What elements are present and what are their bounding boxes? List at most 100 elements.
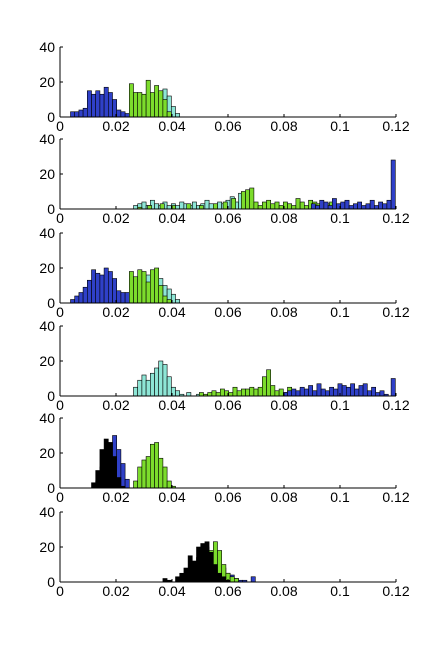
histogram-bar	[158, 90, 164, 118]
histogram-bar	[362, 383, 368, 397]
histogram-bar	[116, 109, 122, 118]
histogram-bar	[234, 578, 239, 583]
y-tick-label: 20	[39, 539, 55, 555]
histogram-bar	[250, 576, 256, 583]
histogram-bar	[82, 286, 88, 304]
histogram-bar	[295, 390, 301, 397]
histogram-bar	[319, 199, 325, 210]
histogram-bar	[141, 271, 147, 304]
histogram-bar	[303, 388, 309, 397]
series-dark-blue	[70, 86, 130, 118]
histogram-bar	[220, 388, 225, 397]
x-tick-label: 0.06	[214, 210, 241, 226]
histogram-bar	[333, 388, 339, 397]
histogram-bar	[87, 279, 92, 304]
histogram-bar	[175, 205, 180, 210]
histogram-bar	[207, 392, 213, 397]
histogram-bar	[78, 109, 84, 118]
histogram-bar	[116, 477, 122, 489]
x-tick-label: 0.06	[214, 118, 241, 134]
y-tick-label: 40	[39, 225, 55, 241]
histogram-bar	[108, 442, 113, 489]
histogram-bar	[316, 383, 322, 397]
x-tick-label: 0	[56, 583, 64, 599]
histogram-bar	[390, 159, 396, 210]
histogram-bar	[162, 578, 168, 583]
histogram-bar	[358, 385, 364, 397]
histogram-bar	[74, 111, 80, 118]
histogram-bar	[236, 390, 242, 397]
histogram-bar	[70, 111, 75, 118]
histogram-bar	[253, 388, 259, 397]
histogram-bar	[241, 388, 246, 397]
histogram-bar	[162, 364, 168, 397]
histogram-bar	[348, 205, 354, 210]
histogram-bar	[186, 203, 192, 210]
histogram-bar	[378, 201, 383, 210]
histogram-bar	[324, 390, 330, 397]
histogram-bar	[133, 92, 138, 118]
histogram-bar	[158, 285, 164, 304]
x-tick-label: 0.04	[158, 489, 185, 505]
histogram-bar	[95, 90, 101, 118]
histogram-bar	[199, 205, 204, 210]
x-tick-label: 0.02	[102, 304, 129, 320]
histogram-bar	[208, 551, 214, 583]
histogram-bar	[213, 203, 218, 210]
series-cyan	[133, 360, 201, 397]
histogram-bar	[91, 269, 96, 304]
histogram-bar	[261, 201, 267, 210]
x-tick-label: 0.06	[214, 583, 241, 599]
x-tick-label: 0.02	[102, 489, 129, 505]
histogram-bar	[108, 271, 113, 304]
histogram-bar	[344, 199, 350, 210]
histogram-bar	[154, 442, 159, 489]
histogram-bar	[108, 92, 113, 118]
histogram-bar	[120, 463, 126, 489]
series-green	[133, 442, 176, 489]
histogram-bar	[221, 576, 227, 583]
histogram-bar	[145, 456, 151, 489]
histogram-bar	[179, 572, 185, 583]
series-dark-blue	[310, 159, 396, 210]
histogram-bar	[99, 93, 105, 118]
histogram-bar	[103, 267, 109, 304]
x-tick-label: 0.06	[214, 304, 241, 320]
histogram-panel-1: 0 0.02 0.04 0.06 0.08 0.1 0.12 0 20 40	[39, 39, 409, 134]
x-tick-label: 0.08	[270, 118, 297, 134]
histogram-bar	[124, 292, 130, 304]
histogram-bar	[154, 367, 159, 397]
histogram-bar	[308, 385, 313, 397]
histogram-bar	[150, 443, 155, 489]
histogram-bar	[217, 201, 222, 210]
histogram-bar	[291, 388, 297, 397]
histogram-bar	[141, 93, 147, 118]
histogram-bar	[315, 205, 320, 210]
histogram-bar	[145, 379, 151, 397]
histogram-bar	[87, 90, 92, 118]
histogram-bar	[241, 191, 246, 210]
y-tick-label: 0	[47, 480, 55, 496]
histogram-bar	[91, 93, 96, 118]
histogram-bar	[162, 466, 168, 489]
y-tick-label: 20	[39, 74, 55, 90]
histogram-bar	[137, 269, 143, 304]
histogram-bar	[141, 201, 147, 210]
histogram-bar	[192, 201, 197, 210]
histogram-bar	[278, 205, 284, 210]
histogram-bar	[166, 299, 172, 304]
histogram-bar	[245, 388, 250, 397]
histogram-bar	[133, 386, 138, 397]
x-tick-label: 0.04	[158, 397, 185, 413]
y-tick-label: 40	[39, 39, 55, 55]
histogram-bar	[350, 383, 355, 397]
histogram-bar	[213, 564, 218, 583]
histogram-bar	[175, 113, 180, 118]
y-tick-label: 0	[47, 574, 55, 590]
histogram-bar	[287, 390, 292, 397]
histogram-bar	[361, 205, 367, 210]
histogram-bar	[217, 572, 222, 583]
histogram-bar	[369, 199, 375, 210]
histogram-bar	[375, 392, 381, 397]
histogram-bar	[274, 390, 280, 397]
